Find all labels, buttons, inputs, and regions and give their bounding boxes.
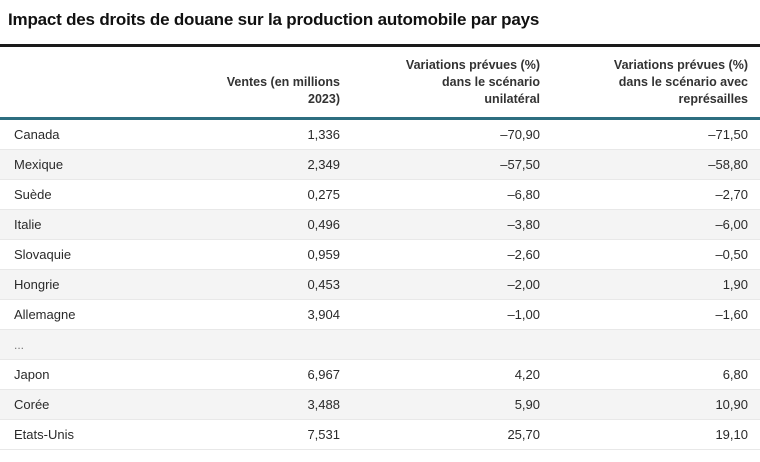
sales-cell: 0,496 bbox=[170, 209, 352, 240]
retaliation-cell: 6,80 bbox=[552, 359, 760, 390]
unilateral-cell: 4,20 bbox=[352, 359, 552, 390]
country-cell: Allemagne bbox=[0, 299, 170, 330]
unilateral-cell: –1,00 bbox=[352, 299, 552, 330]
sales-cell: 0,275 bbox=[170, 179, 352, 210]
retaliation-cell: –0,50 bbox=[552, 239, 760, 270]
country-cell: ... bbox=[0, 329, 170, 360]
sales-cell: 6,967 bbox=[170, 359, 352, 390]
col-header-unilateral: Variations prévues (%) dans le scénario … bbox=[352, 47, 552, 120]
retaliation-cell: 1,90 bbox=[552, 269, 760, 300]
table-row-allemagne: Allemagne 3,904 –1,00 –1,60 bbox=[0, 299, 760, 330]
table-row-coree: Corée 3,488 5,90 10,90 bbox=[0, 389, 760, 420]
unilateral-cell: –2,00 bbox=[352, 269, 552, 300]
table-row-hongrie: Hongrie 0,453 –2,00 1,90 bbox=[0, 269, 760, 300]
col-header-country bbox=[0, 47, 170, 120]
table-row-canada: Canada 1,336 –70,90 –71,50 bbox=[0, 118, 760, 150]
unilateral-cell: –6,80 bbox=[352, 179, 552, 210]
sales-cell: 7,531 bbox=[170, 419, 352, 450]
sales-cell bbox=[170, 329, 352, 360]
unilateral-cell: –70,90 bbox=[352, 118, 552, 150]
sales-cell: 1,336 bbox=[170, 118, 352, 150]
country-cell: Slovaquie bbox=[0, 239, 170, 270]
tariff-impact-table: Ventes (en millions 2023) Variations pré… bbox=[0, 47, 760, 450]
sales-cell: 3,904 bbox=[170, 299, 352, 330]
title-divider bbox=[0, 44, 760, 47]
retaliation-cell: 19,10 bbox=[552, 419, 760, 450]
col-header-sales: Ventes (en millions 2023) bbox=[170, 47, 352, 120]
unilateral-cell bbox=[352, 329, 552, 360]
table-row-ellipsis: ... bbox=[0, 329, 760, 360]
unilateral-cell: –2,60 bbox=[352, 239, 552, 270]
unilateral-cell: –57,50 bbox=[352, 149, 552, 180]
unilateral-cell: –3,80 bbox=[352, 209, 552, 240]
retaliation-cell: –2,70 bbox=[552, 179, 760, 210]
table-row-suede: Suède 0,275 –6,80 –2,70 bbox=[0, 179, 760, 210]
sales-cell: 3,488 bbox=[170, 389, 352, 420]
table-row-italie: Italie 0,496 –3,80 –6,00 bbox=[0, 209, 760, 240]
table-row-slovaquie: Slovaquie 0,959 –2,60 –0,50 bbox=[0, 239, 760, 270]
retaliation-cell: –58,80 bbox=[552, 149, 760, 180]
table-row-japon: Japon 6,967 4,20 6,80 bbox=[0, 359, 760, 390]
country-cell: Etats-Unis bbox=[0, 419, 170, 450]
sales-cell: 2,349 bbox=[170, 149, 352, 180]
country-cell: Canada bbox=[0, 118, 170, 150]
col-header-retaliation: Variations prévues (%) dans le scénario … bbox=[552, 47, 760, 120]
retaliation-cell: –71,50 bbox=[552, 118, 760, 150]
country-cell: Hongrie bbox=[0, 269, 170, 300]
table-row-etats-unis: Etats-Unis 7,531 25,70 19,10 bbox=[0, 419, 760, 450]
unilateral-cell: 25,70 bbox=[352, 419, 552, 450]
sales-cell: 0,959 bbox=[170, 239, 352, 270]
country-cell: Japon bbox=[0, 359, 170, 390]
country-cell: Mexique bbox=[0, 149, 170, 180]
country-cell: Corée bbox=[0, 389, 170, 420]
sales-cell: 0,453 bbox=[170, 269, 352, 300]
unilateral-cell: 5,90 bbox=[352, 389, 552, 420]
country-cell: Italie bbox=[0, 209, 170, 240]
page-title: Impact des droits de douane sur la produ… bbox=[8, 10, 540, 29]
country-cell: Suède bbox=[0, 179, 170, 210]
retaliation-cell bbox=[552, 329, 760, 360]
retaliation-cell: 10,90 bbox=[552, 389, 760, 420]
retaliation-cell: –6,00 bbox=[552, 209, 760, 240]
table-row-mexique: Mexique 2,349 –57,50 –58,80 bbox=[0, 149, 760, 180]
retaliation-cell: –1,60 bbox=[552, 299, 760, 330]
table-header-row: Ventes (en millions 2023) Variations pré… bbox=[0, 47, 760, 120]
